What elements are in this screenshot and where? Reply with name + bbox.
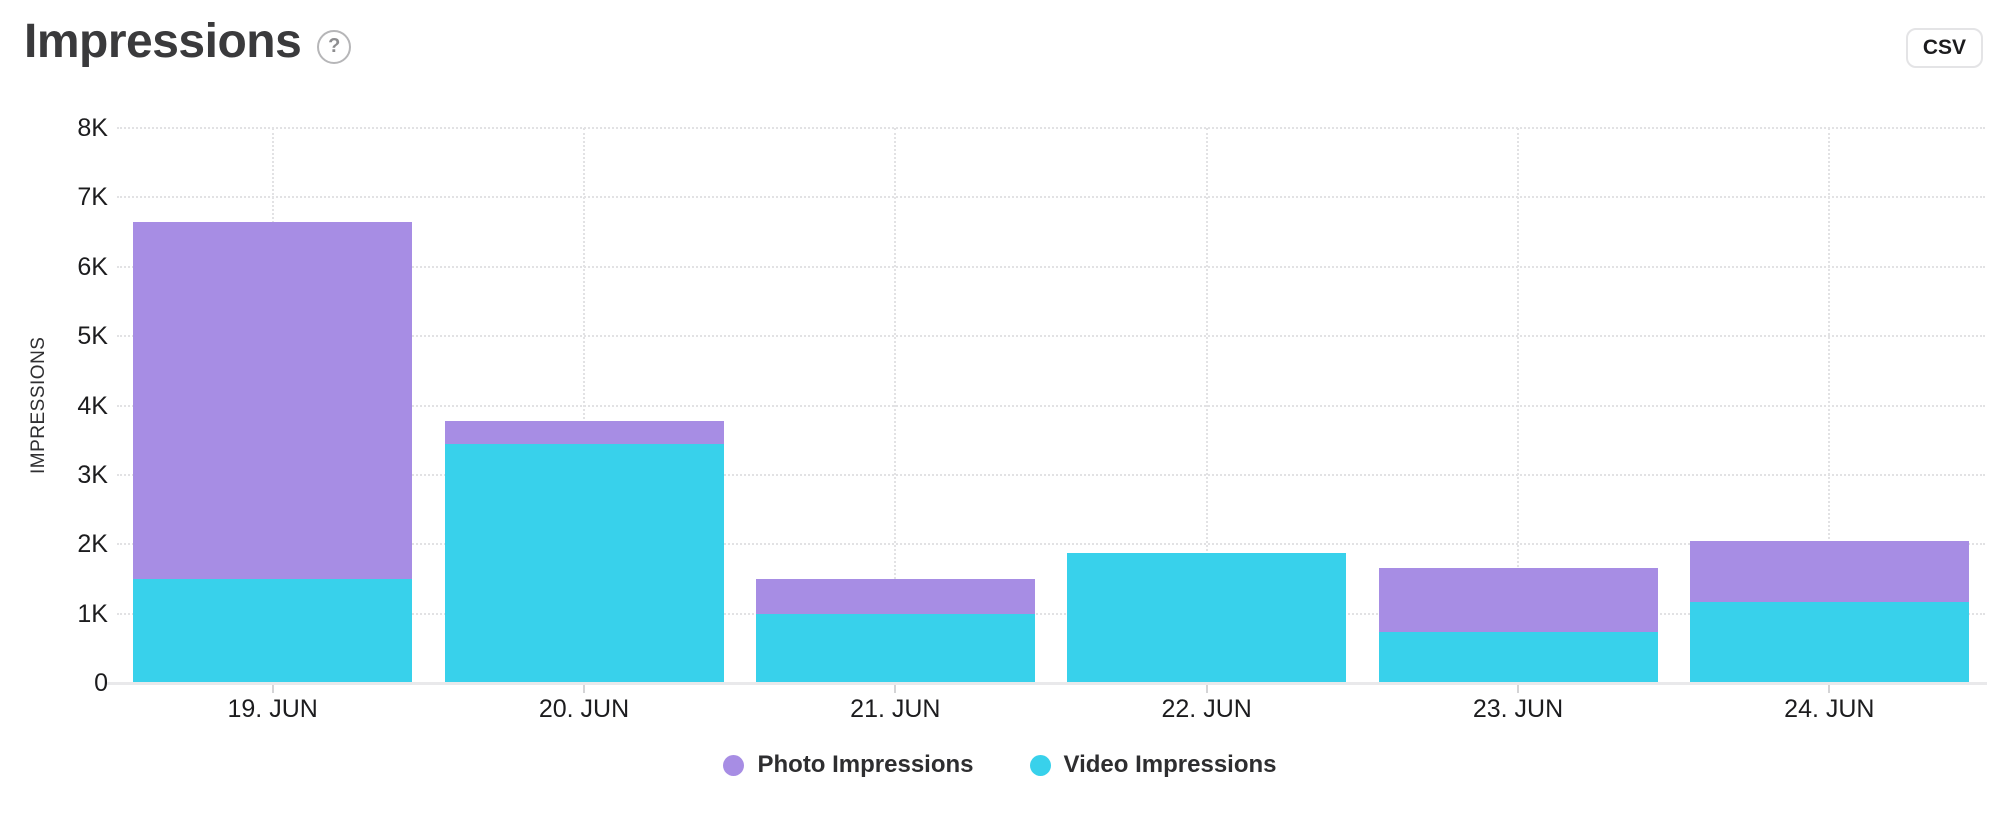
page-title: Impressions bbox=[24, 15, 302, 68]
vertical-gridline bbox=[583, 128, 585, 683]
x-axis-tick-label: 23. JUN bbox=[1472, 695, 1564, 723]
y-axis-tick-label: 2K bbox=[77, 530, 108, 559]
x-axis-tick-label: 19. JUN bbox=[227, 695, 318, 723]
y-axis-tick-label: 1K bbox=[77, 599, 108, 628]
x-axis-tick-label: 22. JUN bbox=[1161, 695, 1252, 723]
bar-segment-video-impressions[interactable] bbox=[444, 443, 724, 683]
bar-segment-photo-impressions[interactable] bbox=[755, 578, 1035, 615]
csv-export-button[interactable]: CSV bbox=[1905, 28, 1983, 68]
x-axis-tick-label: 24. JUN bbox=[1784, 695, 1875, 723]
horizontal-gridline bbox=[117, 265, 1985, 268]
vertical-gridline bbox=[894, 128, 897, 683]
bar-segment-photo-impressions[interactable] bbox=[1378, 568, 1658, 632]
x-axis-tick bbox=[894, 684, 897, 693]
legend-color-dot bbox=[723, 754, 745, 776]
x-axis-line bbox=[107, 682, 1987, 685]
chart-legend: Photo Impressions Video Impressions bbox=[0, 748, 2000, 782]
y-axis-tick-label: 5K bbox=[77, 322, 108, 351]
y-axis-tick-label: 0 bbox=[94, 669, 108, 697]
legend-item-photo-impressions[interactable]: Photo Impressions bbox=[723, 751, 974, 779]
bar-segment-photo-impressions[interactable] bbox=[1689, 540, 1969, 602]
horizontal-gridline bbox=[117, 127, 1985, 129]
vertical-gridline bbox=[1828, 128, 1831, 683]
horizontal-gridline bbox=[117, 335, 1985, 338]
horizontal-gridline bbox=[117, 543, 1985, 546]
vertical-gridline bbox=[1517, 128, 1519, 683]
horizontal-gridline bbox=[117, 612, 1985, 615]
y-axis-tick-label: 6K bbox=[77, 252, 108, 281]
legend-label: Video Impressions bbox=[1063, 751, 1277, 778]
horizontal-gridline bbox=[117, 473, 1985, 476]
help-icon[interactable]: ? bbox=[317, 29, 352, 64]
x-axis-tick bbox=[1205, 684, 1208, 693]
y-axis-tick-label: 3K bbox=[77, 460, 108, 489]
bar-segment-video-impressions[interactable] bbox=[1067, 552, 1347, 683]
x-axis-tick bbox=[1517, 684, 1519, 693]
legend-color-dot bbox=[1029, 754, 1051, 776]
x-axis-tick bbox=[583, 684, 585, 693]
header: Impressions ? bbox=[24, 14, 352, 69]
legend-item-video-impressions[interactable]: Video Impressions bbox=[1029, 751, 1277, 779]
y-axis-tick-label: 4K bbox=[77, 391, 108, 420]
horizontal-gridline bbox=[117, 404, 1985, 407]
x-axis-tick bbox=[271, 684, 274, 693]
x-axis-tick bbox=[1828, 684, 1831, 693]
horizontal-gridline bbox=[117, 196, 1985, 199]
bar-segment-video-impressions[interactable] bbox=[133, 578, 413, 683]
bar-segment-video-impressions[interactable] bbox=[1689, 601, 1969, 683]
bar-segment-video-impressions[interactable] bbox=[755, 614, 1035, 683]
bar-segment-video-impressions[interactable] bbox=[1378, 631, 1658, 683]
x-axis-tick-label: 20. JUN bbox=[538, 695, 630, 723]
vertical-gridline bbox=[1205, 128, 1208, 683]
x-axis-tick-label: 21. JUN bbox=[850, 695, 941, 723]
bar-segment-photo-impressions[interactable] bbox=[444, 420, 724, 444]
legend-label: Photo Impressions bbox=[757, 751, 974, 778]
y-axis-tick-label: 7K bbox=[77, 183, 108, 212]
y-axis-tick-label: 8K bbox=[77, 114, 108, 142]
bar-segment-photo-impressions[interactable] bbox=[133, 221, 413, 579]
